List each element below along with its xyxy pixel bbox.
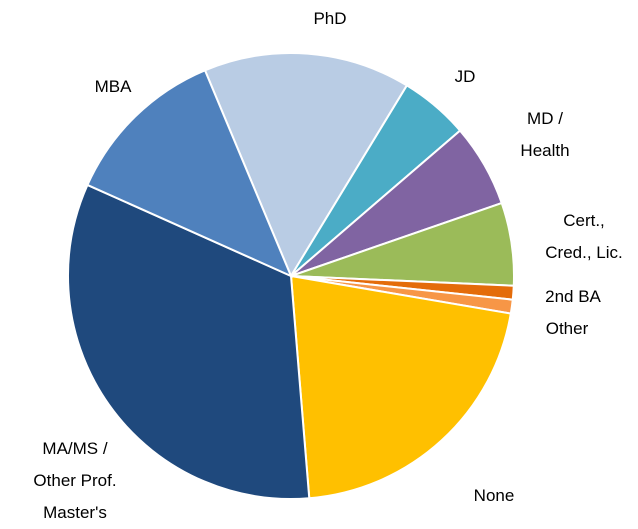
pie-slice: [203, 52, 409, 279]
slice-label: 2nd BA: [545, 287, 601, 306]
slice-label: Cert., Cred., Lic.: [545, 211, 622, 262]
pie-slice: [67, 183, 311, 500]
slice-label: Other: [546, 319, 589, 338]
slice-label: MA/MS / Other Prof. Master's: [33, 439, 116, 522]
slice-label: JD: [455, 67, 476, 86]
slice-label: None: [474, 486, 515, 505]
slice-label: PhD: [313, 9, 346, 28]
pie-slice: [86, 68, 293, 278]
slice-label: MD / Health: [520, 109, 569, 160]
slice-label: MBA: [95, 77, 133, 96]
pie-slice: [289, 274, 512, 500]
